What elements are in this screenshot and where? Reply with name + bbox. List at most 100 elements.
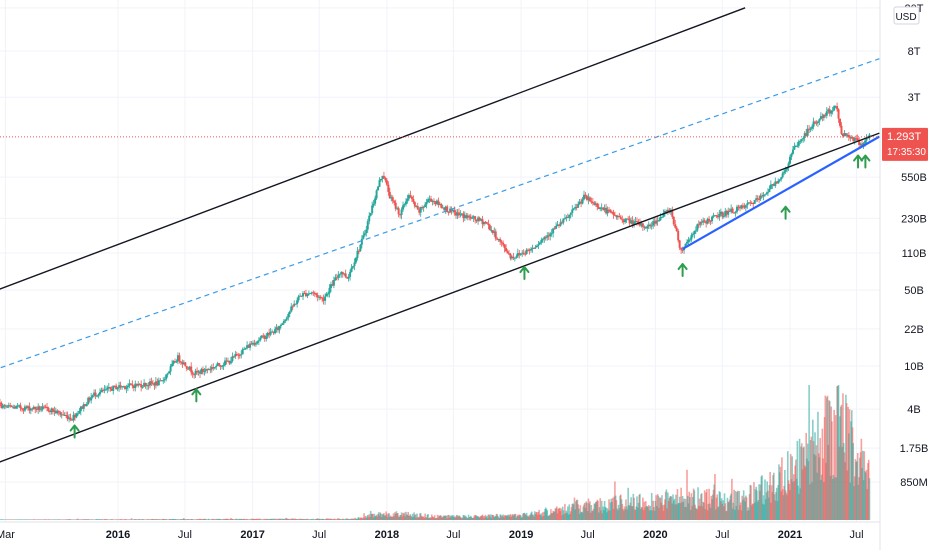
candle [831, 110, 834, 112]
x-tick-label: 2017 [240, 529, 264, 541]
x-axis[interactable]: Mar 2016 Jul 2017 Jul 2018 Jul 2019 Jul 2020 Jul 20… [0, 529, 864, 541]
candle [6, 406, 9, 408]
y-tick-label: 8T [908, 46, 921, 58]
x-tick-label: 2016 [106, 529, 130, 541]
candle [178, 355, 181, 362]
candle [165, 374, 168, 380]
candle [335, 277, 338, 279]
candle [232, 356, 235, 358]
trendline[interactable] [0, 7, 746, 295]
candle [319, 296, 322, 298]
candle [440, 203, 443, 208]
volume-bars [0, 385, 871, 520]
candle [721, 211, 724, 217]
candle [591, 202, 594, 204]
candle [35, 408, 38, 410]
x-tick-label: Mar [0, 529, 15, 541]
candle [662, 212, 665, 217]
candle [163, 379, 166, 381]
volume-bar [424, 513, 426, 520]
candle [424, 204, 427, 208]
candle [825, 111, 828, 116]
trendline[interactable] [0, 132, 880, 468]
candle [553, 228, 556, 230]
candle [509, 253, 512, 259]
candle [60, 414, 63, 416]
volume-bar [568, 504, 571, 520]
candle [610, 211, 613, 213]
currency-label: USD [895, 12, 916, 23]
candle [580, 201, 583, 204]
candle [575, 206, 578, 208]
candle [428, 198, 431, 200]
candle [837, 109, 840, 119]
candle [175, 361, 178, 363]
candle [119, 385, 122, 388]
trendline[interactable] [682, 135, 880, 250]
candle [79, 406, 82, 411]
candle [385, 180, 388, 185]
candle [412, 199, 415, 203]
candle [81, 406, 84, 409]
trendlines[interactable] [0, 7, 880, 468]
candle [160, 380, 163, 382]
candle [666, 209, 669, 212]
candle [578, 201, 581, 204]
candle [107, 386, 110, 388]
candle [62, 414, 65, 416]
candle [113, 385, 116, 387]
candle [128, 383, 131, 386]
candle [338, 274, 341, 276]
candle [746, 203, 749, 206]
candle [534, 247, 537, 249]
candle [103, 389, 106, 391]
candle [510, 256, 513, 259]
candle [719, 211, 722, 215]
candle [605, 207, 608, 214]
candle [328, 288, 331, 294]
candle [118, 385, 121, 388]
candle [166, 373, 169, 375]
candle [613, 214, 616, 216]
candle [262, 335, 265, 337]
candle [850, 137, 853, 139]
candle [803, 133, 806, 138]
candle [569, 213, 572, 215]
candle [827, 109, 830, 112]
candle [98, 391, 101, 395]
candle [599, 207, 602, 209]
candle [106, 387, 109, 390]
up-arrow-icon [69, 424, 80, 439]
candle [455, 212, 458, 216]
candle [272, 331, 275, 334]
candle [861, 143, 864, 147]
candle [574, 206, 577, 209]
candle [471, 217, 474, 219]
candle [263, 335, 266, 339]
candles [0, 102, 871, 423]
volume-bar [407, 511, 410, 520]
x-tick-label: Jul [850, 529, 864, 541]
volume-bar [589, 501, 591, 520]
candle [126, 385, 129, 388]
candle [73, 414, 76, 418]
candle [176, 355, 179, 362]
currency-badge[interactable]: USD [893, 6, 920, 25]
candle [563, 218, 566, 220]
candle [524, 253, 527, 255]
candle [50, 408, 53, 413]
candle [405, 201, 407, 205]
candle [438, 203, 441, 205]
volume-bar [486, 515, 488, 520]
candle [733, 212, 736, 214]
candle [396, 208, 399, 210]
up-arrow-icon [853, 154, 864, 169]
volume-bar [403, 512, 406, 520]
candle [756, 198, 759, 200]
candle [859, 143, 862, 145]
volume-bar [703, 490, 706, 520]
candle [341, 271, 344, 275]
candle [655, 220, 658, 224]
